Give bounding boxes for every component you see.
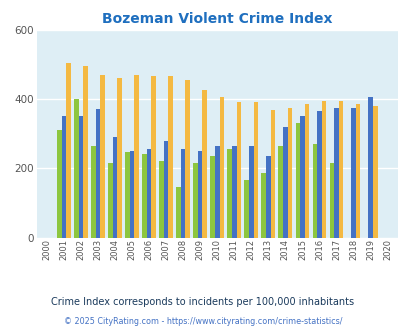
Bar [176,187,180,238]
Bar [282,127,287,238]
Bar [304,104,309,238]
Bar [180,149,185,238]
Bar [278,146,282,238]
Bar [83,66,87,238]
Bar [159,161,163,238]
Bar [91,146,95,238]
Bar [261,174,265,238]
Bar [66,63,70,238]
Bar [253,102,258,238]
Bar [329,163,333,238]
Bar [367,97,372,238]
Bar [350,108,355,238]
Bar [202,90,207,238]
Bar [236,102,241,238]
Bar [210,156,214,238]
Title: Bozeman Violent Crime Index: Bozeman Violent Crime Index [102,12,332,26]
Bar [287,108,292,238]
Bar [312,144,316,238]
Bar [100,75,104,238]
Bar [95,109,100,238]
Bar [214,146,219,238]
Bar [244,181,248,238]
Text: Crime Index corresponds to incidents per 100,000 inhabitants: Crime Index corresponds to incidents per… [51,297,354,307]
Bar [163,141,168,238]
Bar [142,154,146,238]
Bar [185,80,190,238]
Bar [57,130,62,238]
Bar [134,75,139,238]
Bar [227,149,231,238]
Bar [219,97,224,238]
Bar [117,78,121,238]
Bar [355,104,360,238]
Bar [321,101,326,238]
Bar [108,163,112,238]
Bar [299,116,304,238]
Bar [338,101,343,238]
Bar [193,163,197,238]
Text: © 2025 CityRating.com - https://www.cityrating.com/crime-statistics/: © 2025 CityRating.com - https://www.city… [64,317,341,326]
Bar [248,146,253,238]
Bar [316,111,321,238]
Bar [78,116,83,238]
Bar [129,151,134,238]
Bar [270,110,275,238]
Bar [125,152,129,238]
Bar [197,151,202,238]
Bar [168,77,173,238]
Bar [62,116,66,238]
Bar [295,123,299,238]
Bar [151,77,156,238]
Bar [265,156,270,238]
Bar [333,108,338,238]
Bar [372,106,377,238]
Bar [146,149,151,238]
Bar [74,99,78,238]
Bar [112,137,117,238]
Bar [231,146,236,238]
